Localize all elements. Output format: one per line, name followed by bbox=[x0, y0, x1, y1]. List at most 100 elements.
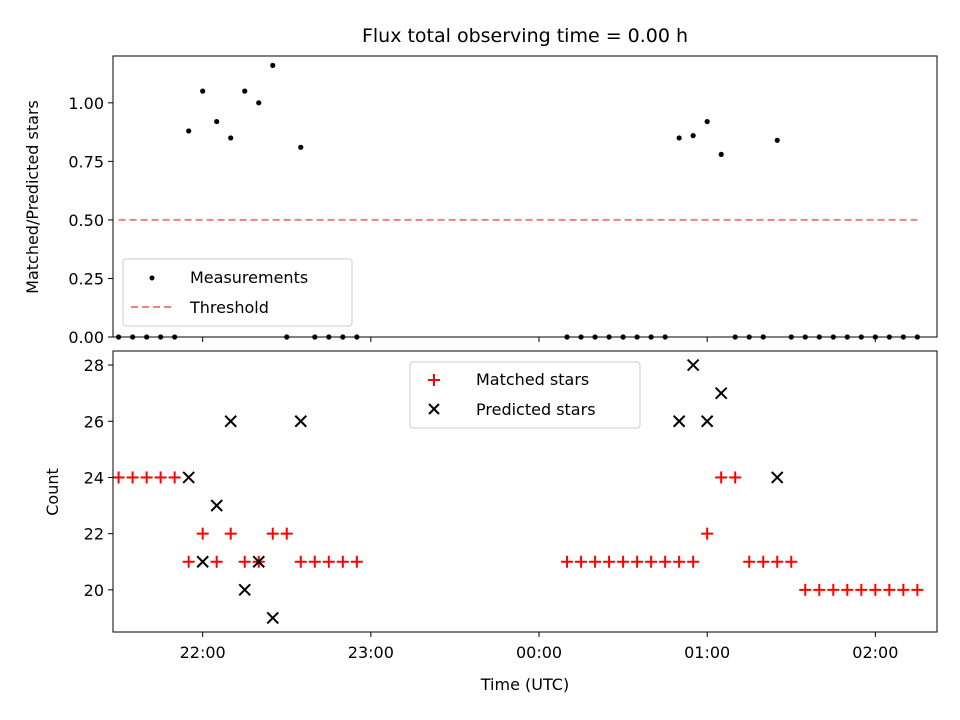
legend-predicted-label: Predicted stars bbox=[476, 400, 596, 419]
matched-point bbox=[308, 555, 321, 568]
matched-point bbox=[182, 555, 195, 568]
bottom-legend: Matched stars Predicted stars bbox=[409, 361, 641, 429]
legend-threshold-label: Threshold bbox=[189, 298, 269, 317]
chart-title: Flux total observing time = 0.00 h bbox=[362, 25, 688, 47]
legend-measurements-label: Measurements bbox=[190, 268, 308, 287]
top-axes-frame bbox=[112, 55, 938, 338]
predicted-point bbox=[714, 386, 728, 400]
bottom-y-tick-label: 24 bbox=[84, 468, 104, 487]
bottom-y-axis-label: Count bbox=[43, 468, 62, 516]
top-y-axis: 0.00 0.25 0.50 0.75 1.00 bbox=[68, 94, 113, 347]
matched-point bbox=[561, 555, 574, 568]
matched-point bbox=[673, 555, 686, 568]
matched-point bbox=[855, 583, 868, 596]
bottom-y-tick-label: 26 bbox=[84, 412, 104, 431]
predicted-point bbox=[182, 471, 195, 484]
bottom-y-tick-label: 28 bbox=[84, 356, 104, 375]
measurement-point bbox=[676, 135, 682, 141]
bottom-plot-area bbox=[112, 358, 924, 625]
measurement-point bbox=[242, 88, 248, 94]
matched-point bbox=[140, 471, 153, 484]
matched-point bbox=[322, 555, 335, 568]
matched-point bbox=[603, 555, 616, 568]
bottom-y-tick-label: 20 bbox=[84, 581, 104, 600]
matched-point bbox=[799, 583, 812, 596]
bottom-panel: 20 22 24 26 28 22:00 23:00 00:00 01:00 02:00 Cou… bbox=[43, 350, 938, 694]
matched-point bbox=[785, 555, 798, 568]
measurement-point bbox=[298, 144, 304, 150]
predicted-point bbox=[686, 358, 700, 372]
matched-point bbox=[294, 555, 307, 568]
x-tick-label: 22:00 bbox=[180, 643, 226, 662]
legend-matched-label: Matched stars bbox=[476, 370, 589, 389]
x-tick-label: 01:00 bbox=[684, 643, 730, 662]
matched-point bbox=[869, 583, 882, 596]
matched-point bbox=[589, 555, 602, 568]
predicted-point bbox=[210, 499, 223, 512]
predicted-point bbox=[252, 555, 265, 568]
matched-point bbox=[617, 555, 630, 568]
matched-point bbox=[280, 527, 293, 540]
top-y-tick-label: 0.75 bbox=[68, 152, 104, 171]
matched-point bbox=[196, 527, 209, 540]
bottom-axes-frame bbox=[112, 350, 938, 633]
bottom-y-axis: 20 22 24 26 28 bbox=[84, 356, 113, 600]
matched-point bbox=[715, 471, 728, 484]
measurement-point bbox=[200, 88, 206, 94]
matched-point bbox=[168, 471, 181, 484]
measurement-point bbox=[690, 133, 696, 139]
top-legend: Measurements Threshold bbox=[122, 258, 353, 327]
legend-measurements-marker bbox=[149, 275, 155, 281]
x-tick-label: 02:00 bbox=[852, 643, 898, 662]
top-y-tick-label: 1.00 bbox=[68, 94, 104, 113]
measurement-point bbox=[774, 137, 780, 143]
matched-point bbox=[729, 471, 742, 484]
matched-point bbox=[336, 555, 349, 568]
top-panel: 0.00 0.25 0.50 0.75 1.00 Matched/Predicted s… bbox=[23, 55, 938, 347]
matched-point bbox=[841, 583, 854, 596]
matched-point bbox=[701, 527, 714, 540]
matched-point bbox=[687, 555, 700, 568]
legend-matched-marker bbox=[428, 374, 440, 386]
top-y-tick-label: 0.50 bbox=[68, 211, 104, 230]
x-tick-label: 23:00 bbox=[348, 643, 394, 662]
predicted-point bbox=[700, 415, 714, 428]
predicted-point bbox=[771, 471, 784, 484]
matched-point bbox=[757, 555, 770, 568]
predicted-point bbox=[238, 583, 251, 597]
measurement-point bbox=[214, 118, 220, 125]
predicted-point bbox=[196, 555, 209, 568]
x-tick-label: 00:00 bbox=[516, 643, 562, 662]
matched-point bbox=[238, 555, 251, 568]
measurement-point bbox=[256, 100, 262, 106]
predicted-point bbox=[672, 415, 686, 428]
top-y-tick-label: 0.00 bbox=[68, 328, 104, 347]
top-y-tick-label: 0.25 bbox=[68, 269, 104, 288]
matched-point bbox=[112, 471, 125, 484]
matched-point bbox=[350, 555, 363, 568]
predicted-point bbox=[224, 415, 237, 428]
matched-point bbox=[631, 555, 644, 568]
matched-point bbox=[224, 527, 237, 540]
matched-point bbox=[813, 583, 826, 596]
bottom-y-tick-label: 22 bbox=[84, 525, 104, 544]
matched-point bbox=[743, 555, 756, 568]
matched-point bbox=[911, 583, 924, 596]
matched-point bbox=[154, 471, 167, 484]
x-axis-label: Time (UTC) bbox=[480, 675, 569, 694]
matched-point bbox=[883, 583, 896, 596]
matched-point bbox=[827, 583, 840, 596]
measurement-point bbox=[718, 151, 724, 157]
measurement-point bbox=[186, 128, 192, 134]
top-y-axis-label: Matched/Predicted stars bbox=[23, 100, 42, 294]
matched-point bbox=[659, 555, 672, 568]
measurement-point bbox=[270, 62, 276, 68]
matched-point bbox=[126, 471, 139, 484]
matched-point bbox=[897, 583, 910, 596]
matched-point bbox=[575, 555, 588, 568]
matched-point bbox=[210, 555, 223, 568]
matched-point bbox=[771, 555, 784, 568]
predicted-point bbox=[266, 611, 279, 625]
bottom-x-axis: 22:00 23:00 00:00 01:00 02:00 bbox=[180, 632, 898, 662]
